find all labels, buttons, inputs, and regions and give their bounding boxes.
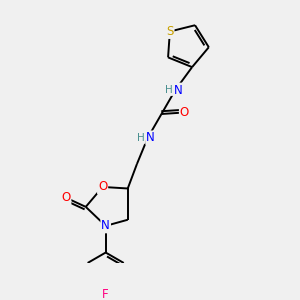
Text: H: H — [165, 85, 172, 95]
Text: F: F — [102, 288, 109, 300]
Text: N: N — [101, 219, 110, 232]
Text: O: O — [98, 180, 107, 194]
Text: N: N — [146, 131, 155, 144]
Text: S: S — [166, 25, 174, 38]
Text: H: H — [137, 133, 145, 143]
Text: O: O — [61, 191, 70, 204]
Text: O: O — [180, 106, 189, 119]
Text: N: N — [174, 84, 183, 97]
